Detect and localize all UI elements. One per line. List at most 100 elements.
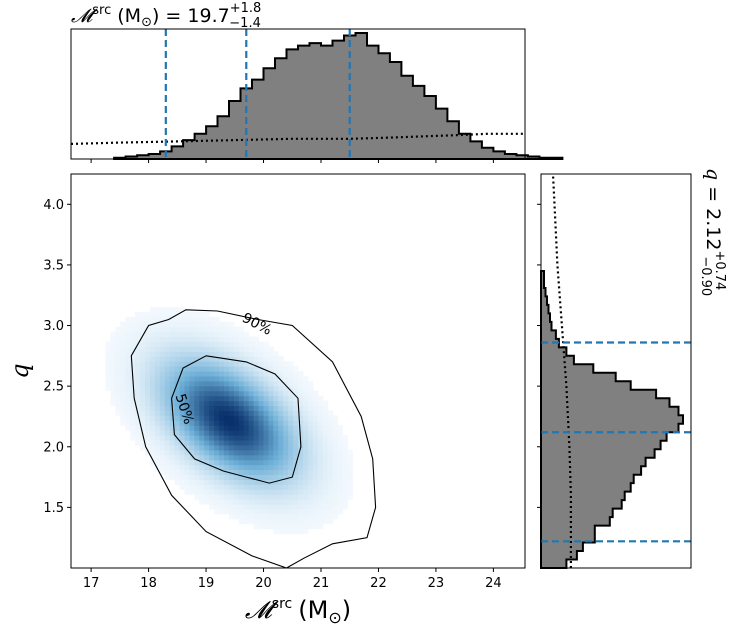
density-cell xyxy=(179,410,186,416)
density-cell xyxy=(214,415,220,421)
density-cell xyxy=(159,459,166,466)
density-cell xyxy=(268,449,274,456)
density-cell xyxy=(263,341,269,347)
density-cell xyxy=(263,518,269,525)
density-cell xyxy=(149,366,156,372)
density-cell xyxy=(258,366,265,372)
density-cell xyxy=(209,385,215,392)
density-cell xyxy=(337,430,344,436)
density-cell xyxy=(243,375,250,382)
density-cell xyxy=(204,390,210,397)
density-cell xyxy=(154,449,161,456)
density-cell xyxy=(149,459,156,466)
density-cell xyxy=(307,380,314,387)
density-cell xyxy=(258,356,265,362)
density-cell xyxy=(204,405,210,411)
density-cell xyxy=(327,420,334,426)
density-cell xyxy=(228,439,235,446)
density-cell xyxy=(135,385,141,392)
density-cell xyxy=(258,474,265,480)
density-cell xyxy=(169,371,176,377)
density-cell xyxy=(194,316,200,323)
density-cell xyxy=(130,405,136,411)
density-cell xyxy=(189,321,195,328)
density-cell xyxy=(194,311,200,318)
density-cell xyxy=(248,395,255,402)
density-cell xyxy=(174,316,181,323)
density-cell xyxy=(307,400,314,407)
density-cell xyxy=(214,375,220,382)
density-cell xyxy=(278,420,284,426)
density-cell xyxy=(110,361,117,367)
density-cell xyxy=(169,449,176,456)
density-cell xyxy=(184,459,191,466)
density-cell xyxy=(184,346,191,352)
density-cell xyxy=(184,380,191,387)
density-cell xyxy=(223,405,230,411)
density-cell xyxy=(268,390,274,397)
density-cell xyxy=(164,380,171,387)
density-cell xyxy=(263,405,269,411)
density-cell xyxy=(145,430,151,436)
density-cell xyxy=(263,439,269,446)
density-cell xyxy=(159,410,166,416)
density-cell xyxy=(135,420,141,426)
density-cell xyxy=(273,430,279,436)
density-cell xyxy=(273,405,279,411)
density-cell xyxy=(115,366,121,372)
density-cell xyxy=(140,346,146,352)
density-cell xyxy=(194,390,200,397)
density-cell xyxy=(223,336,230,343)
density-cell xyxy=(149,415,156,421)
density-cell xyxy=(273,479,279,485)
right-marginal-panel: q = 2.12+0.74−0.90 xyxy=(537,168,727,569)
density-cell xyxy=(149,385,156,392)
density-cell xyxy=(149,449,156,456)
density-cell xyxy=(233,430,240,436)
density-cell xyxy=(302,375,309,382)
density-cell xyxy=(169,390,176,397)
density-cell xyxy=(120,395,126,402)
density-cell xyxy=(189,479,195,485)
density-cell xyxy=(293,430,299,436)
density-cell xyxy=(214,474,220,480)
density-cell xyxy=(307,459,314,466)
density-cell xyxy=(327,410,334,416)
density-cell xyxy=(154,410,161,416)
density-cell xyxy=(199,331,205,338)
density-cell xyxy=(263,415,269,421)
density-cell xyxy=(228,410,235,416)
density-cell xyxy=(238,464,245,471)
density-cell xyxy=(288,395,294,402)
density-cell xyxy=(189,311,195,318)
density-cell xyxy=(322,499,329,505)
density-cell xyxy=(223,454,230,461)
density-cell xyxy=(174,385,181,392)
density-cell xyxy=(145,366,151,372)
density-cell xyxy=(258,444,265,451)
density-cell xyxy=(125,331,131,338)
density-cell xyxy=(288,523,294,530)
density-cell xyxy=(135,331,141,338)
density-cell xyxy=(283,528,289,535)
density-cell xyxy=(135,346,141,352)
density-cell xyxy=(209,405,215,411)
density-cell xyxy=(223,361,230,367)
density-cell xyxy=(179,479,186,485)
density-cell xyxy=(283,479,289,485)
density-cell xyxy=(204,479,210,485)
density-cell xyxy=(317,523,324,530)
density-cell xyxy=(149,439,156,446)
density-cell xyxy=(223,449,230,456)
density-cell xyxy=(298,484,304,490)
density-cell xyxy=(169,395,176,402)
density-cell xyxy=(174,326,181,333)
density-cell xyxy=(174,454,181,461)
density-cell xyxy=(268,361,274,367)
density-cell xyxy=(337,508,344,515)
density-cell xyxy=(322,494,329,500)
density-cell xyxy=(288,385,294,392)
density-cell xyxy=(263,395,269,402)
density-cell xyxy=(189,410,195,416)
density-cell xyxy=(204,351,210,357)
